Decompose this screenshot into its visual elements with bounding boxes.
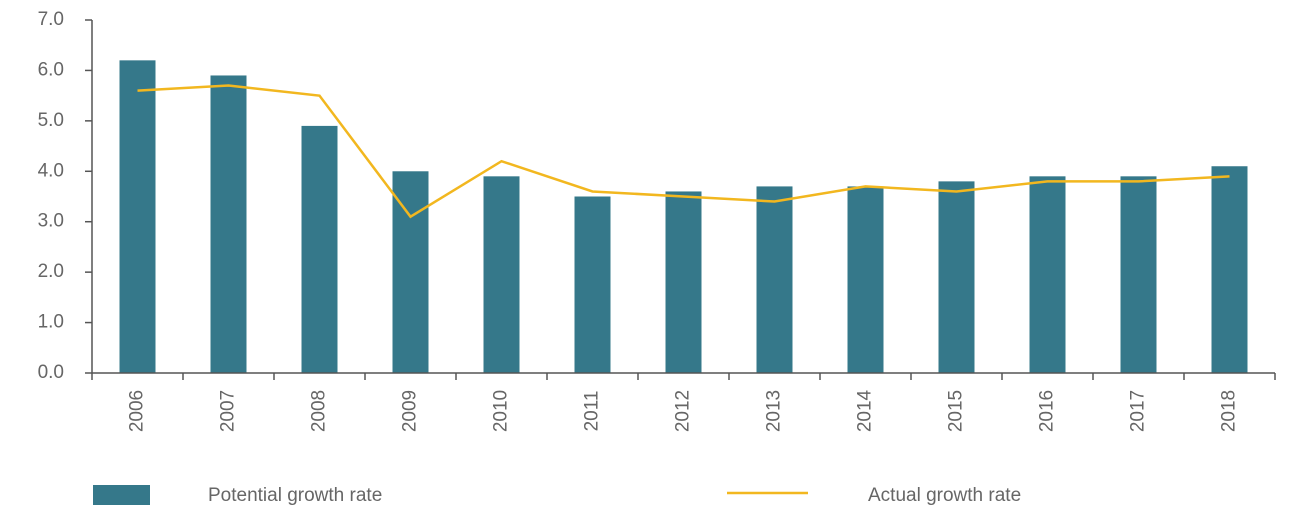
y-tick-label: 4.0 bbox=[38, 160, 64, 181]
x-tick-label: 2008 bbox=[309, 390, 330, 432]
bar bbox=[483, 176, 520, 373]
x-tick-label: 2007 bbox=[218, 390, 239, 432]
x-tick-label: 2016 bbox=[1037, 390, 1058, 432]
y-tick-label: 3.0 bbox=[38, 211, 64, 232]
x-tick-label: 2006 bbox=[127, 390, 148, 432]
bar bbox=[301, 125, 338, 374]
x-tick-label: 2012 bbox=[673, 390, 694, 432]
bar bbox=[119, 60, 156, 373]
bar bbox=[574, 196, 611, 373]
bar bbox=[847, 186, 884, 373]
legend-swatch bbox=[93, 485, 150, 505]
y-tick-label: 0.0 bbox=[38, 362, 64, 383]
y-tick-label: 6.0 bbox=[38, 59, 64, 80]
x-tick-label: 2017 bbox=[1128, 390, 1149, 432]
y-tick-label: 5.0 bbox=[38, 110, 64, 131]
line-series bbox=[137, 84, 1230, 219]
x-tick-label: 2009 bbox=[400, 390, 421, 432]
x-tick-label: 2010 bbox=[491, 390, 512, 432]
x-tick-label: 2013 bbox=[764, 390, 785, 432]
y-tick-label: 1.0 bbox=[38, 312, 64, 333]
y-tick-label: 2.0 bbox=[38, 261, 64, 282]
bar bbox=[392, 171, 429, 373]
legend-label: Potential growth rate bbox=[208, 485, 382, 506]
bar bbox=[665, 191, 702, 373]
bar bbox=[1029, 176, 1066, 373]
x-tick-label: 2011 bbox=[582, 391, 603, 432]
bar bbox=[210, 75, 247, 373]
bar bbox=[1211, 166, 1248, 373]
legend-label: Actual growth rate bbox=[868, 485, 1021, 506]
y-tick-label: 7.0 bbox=[38, 9, 64, 30]
x-tick-label: 2015 bbox=[946, 390, 967, 432]
x-tick-label: 2014 bbox=[855, 389, 876, 432]
x-tick-label: 2018 bbox=[1219, 390, 1240, 432]
bar bbox=[756, 186, 793, 373]
bar bbox=[1120, 176, 1157, 373]
bar bbox=[938, 181, 975, 373]
